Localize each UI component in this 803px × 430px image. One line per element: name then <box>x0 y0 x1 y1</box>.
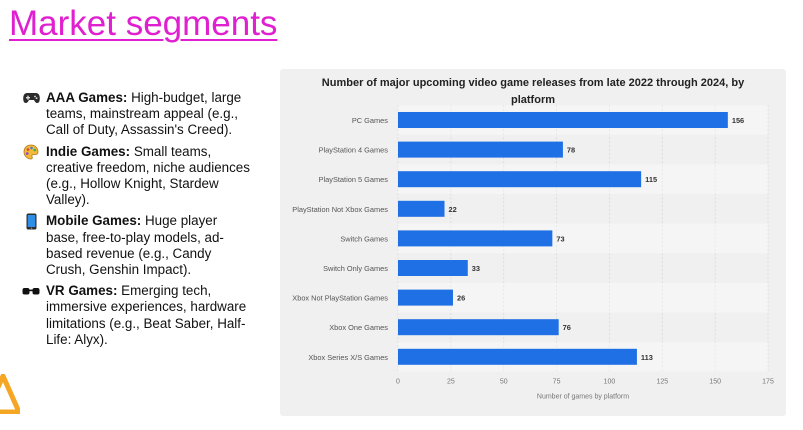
bar <box>398 112 728 128</box>
list-item-text: AAA Games: High-budget, large teams, mai… <box>46 90 250 139</box>
category-label: PlayStation 4 Games <box>319 146 389 155</box>
list-item-mobile-games: Mobile Games: Huge player base, free-to-… <box>22 213 250 278</box>
category-label: Xbox Series X/S Games <box>308 353 388 362</box>
paint-palette-icon <box>22 144 40 160</box>
bar <box>398 171 642 188</box>
chart-title: Number of major upcoming video game rele… <box>280 75 786 109</box>
segment-description: Small teams, creative freedom, niche aud… <box>46 143 250 208</box>
category-label: Xbox Not PlayStation Games <box>292 294 388 303</box>
data-label: 73 <box>556 234 564 243</box>
category-label: Xbox One Games <box>329 323 388 332</box>
slide-title: Market segments <box>9 4 278 43</box>
category-label: PlayStation 5 Games <box>319 175 389 184</box>
chart-title-line-1: Number of major upcoming video game rele… <box>321 77 745 89</box>
chart-title-line-2: platform <box>511 94 555 106</box>
data-label: 156 <box>732 116 744 125</box>
x-tick-label: 100 <box>604 379 616 386</box>
bar-chart-panel: Number of major upcoming video game rele… <box>280 69 786 416</box>
category-label: PC Games <box>352 116 388 125</box>
segment-description: Emerging tech, immersive experiences, ha… <box>46 283 247 347</box>
list-item-text: VR Games: Emerging tech, immersive exper… <box>46 283 250 348</box>
bar <box>398 260 468 276</box>
mobile-phone-icon <box>22 213 40 230</box>
bar <box>398 348 637 365</box>
x-tick-label: 150 <box>709 379 721 386</box>
bar <box>398 230 553 247</box>
segment-name: AAA Games: <box>46 90 128 105</box>
row-band <box>398 282 768 313</box>
x-axis-label: Number of games by platform <box>537 394 629 401</box>
x-tick-label: 175 <box>762 379 774 386</box>
segment-name: VR Games: <box>46 283 118 299</box>
bar <box>398 200 445 217</box>
data-label: 113 <box>641 353 653 362</box>
list-item-vr-games: VR Games: Emerging tech, immersive exper… <box>22 283 250 348</box>
bar <box>398 289 453 306</box>
segment-name: Indie Games: <box>46 143 131 159</box>
vr-goggles-icon <box>22 283 40 299</box>
x-tick-label: 50 <box>500 379 508 386</box>
x-tick-label: 25 <box>447 379 455 386</box>
game-controller-icon <box>22 90 40 106</box>
bar <box>398 319 559 336</box>
x-tick-label: 75 <box>553 379 561 386</box>
data-label: 22 <box>449 205 457 214</box>
bar-chart: 0 25 50 75 100 125 150 175 PC Games 156 PlayStatio… <box>292 105 774 401</box>
list-item-text: Mobile Games: Huge player base, free-to-… <box>46 213 250 278</box>
data-label: 78 <box>567 146 575 155</box>
category-label: PlayStation Not Xbox Games <box>292 205 388 214</box>
list-item-text: Indie Games: Small teams, creative freed… <box>46 144 250 209</box>
segment-description: High-budget, large teams, mainstream app… <box>46 90 242 138</box>
x-tick-label: 0 <box>396 379 400 386</box>
segment-name: Mobile Games: <box>46 213 142 229</box>
data-label: 33 <box>472 264 480 273</box>
segment-list: AAA Games: High-budget, large teams, mai… <box>22 90 250 353</box>
segment-description: Huge player base, free-to-play models, a… <box>46 213 224 278</box>
bar <box>398 141 563 158</box>
data-label: 115 <box>645 175 657 184</box>
list-item-indie-games: Indie Games: Small teams, creative freed… <box>22 144 250 209</box>
x-tick-label: 125 <box>656 379 668 386</box>
warning-icon <box>0 373 22 415</box>
list-item-aaa-games: AAA Games: High-budget, large teams, mai… <box>22 90 250 139</box>
data-label: 26 <box>457 294 465 303</box>
category-label: Switch Games <box>340 234 388 243</box>
data-label: 76 <box>563 323 571 332</box>
category-label: Switch Only Games <box>323 264 388 273</box>
